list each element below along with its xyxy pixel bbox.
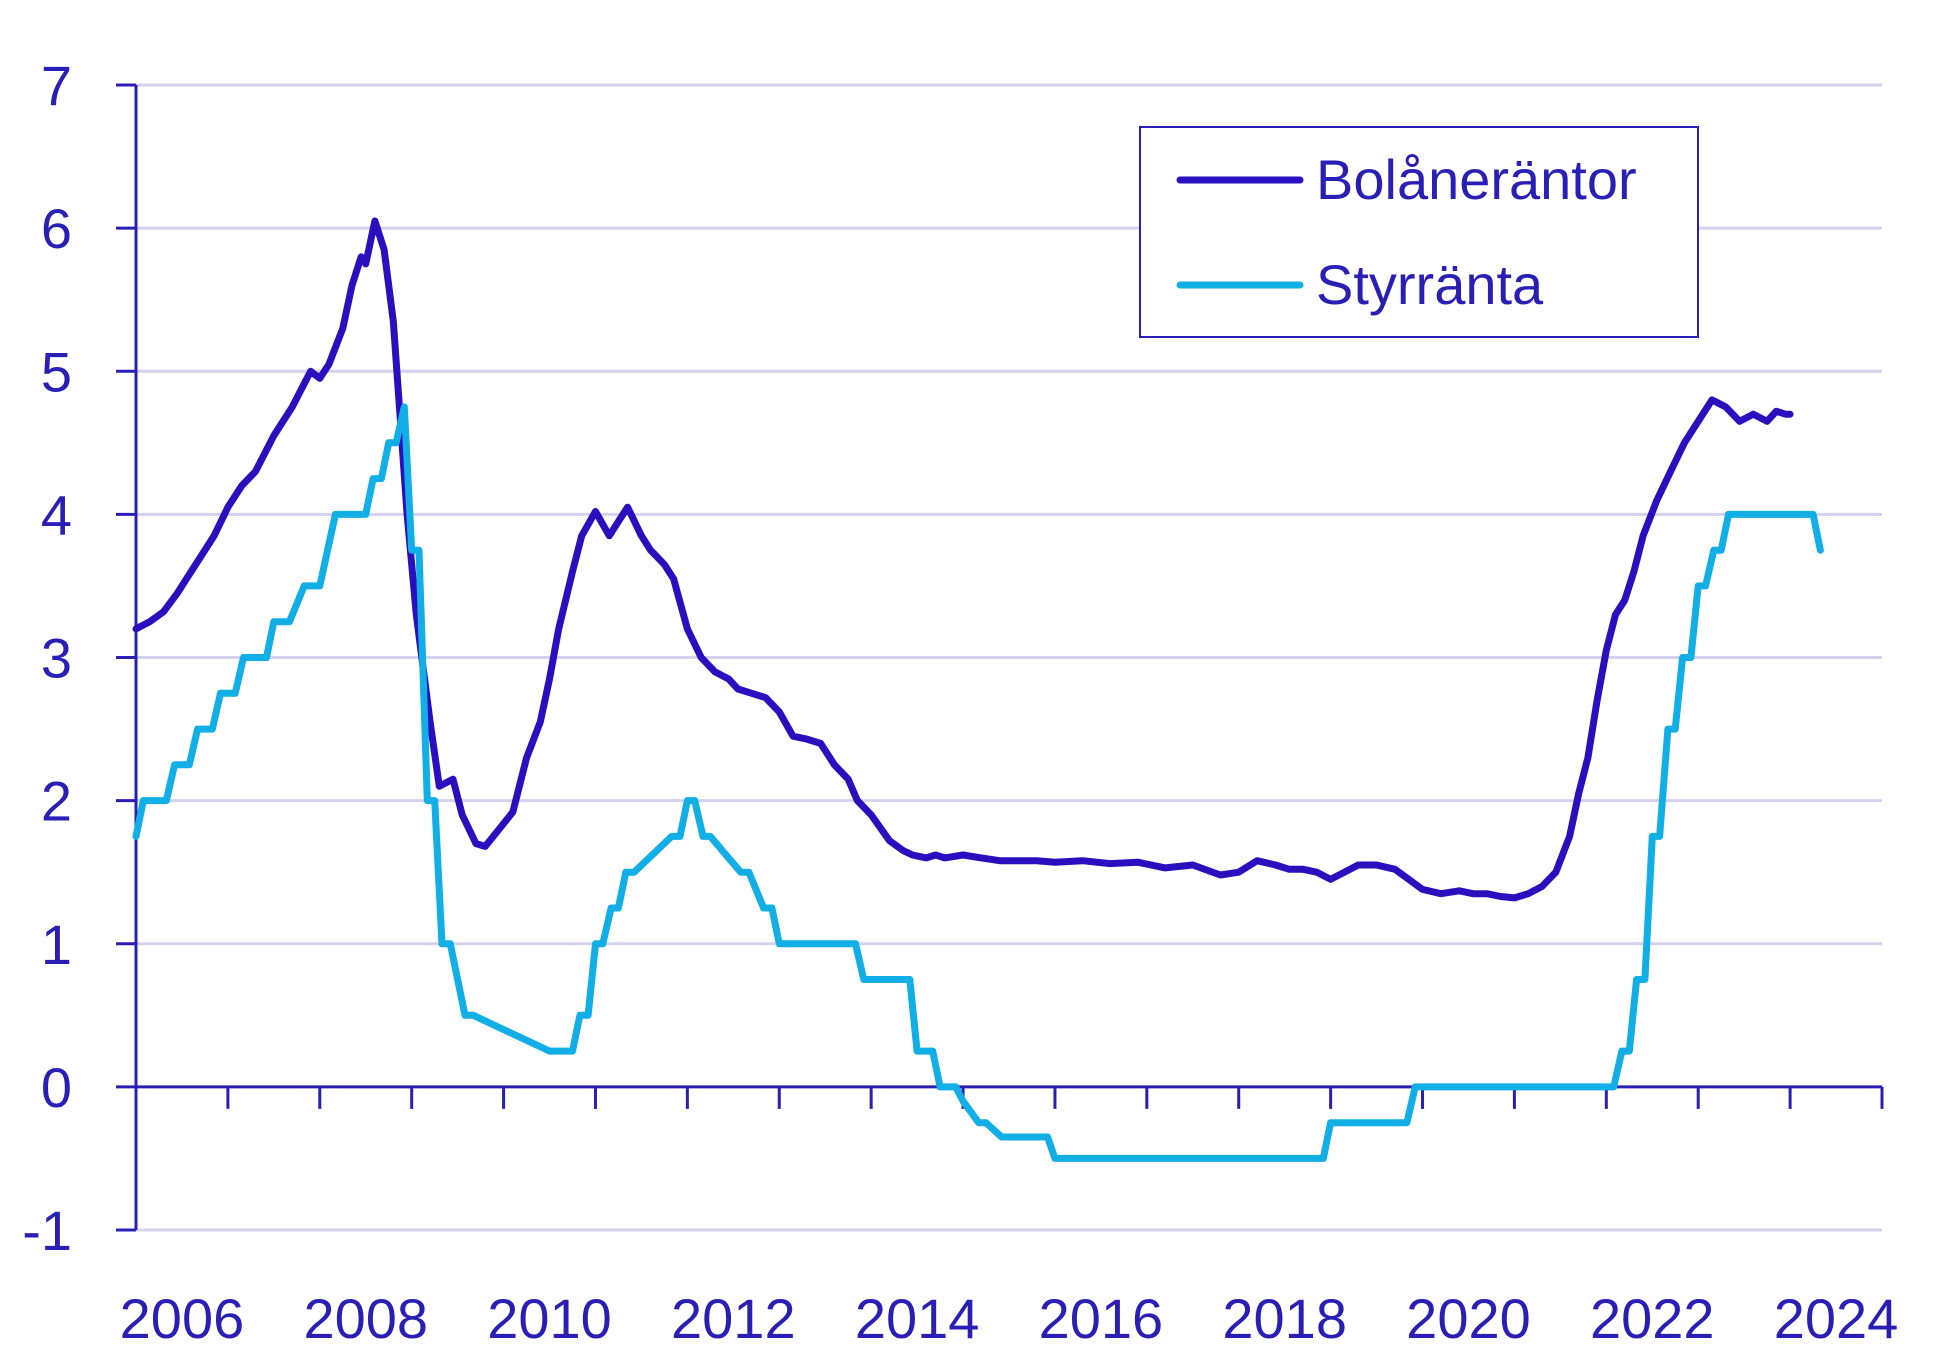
legend-box xyxy=(1139,126,1699,338)
y-tick-label: 3 xyxy=(41,627,72,690)
data-series xyxy=(132,217,1824,1162)
x-tick-label: 2024 xyxy=(1774,1287,1899,1350)
legend: Bolåneräntor Styrränta xyxy=(1139,126,1699,338)
x-tick-label: 2016 xyxy=(1039,1287,1164,1350)
x-tick-label: 2008 xyxy=(303,1287,428,1350)
axes: -1 0 1 2 3 4 5 6 7 2006 2008 2010 2012 2014 2016 2018 20… xyxy=(22,54,1898,1350)
y-tick-label: 1 xyxy=(41,913,72,976)
x-tick-label: 2018 xyxy=(1222,1287,1347,1350)
y-tick-label: 0 xyxy=(41,1056,72,1119)
x-tick-label: 2006 xyxy=(120,1287,245,1350)
x-tick-label: 2012 xyxy=(671,1287,796,1350)
y-tick-label: 4 xyxy=(41,483,72,546)
x-tick-label: 2020 xyxy=(1406,1287,1531,1350)
legend-label-styrranta: Styrränta xyxy=(1316,253,1544,316)
series-line-bolanerantor xyxy=(132,217,1794,902)
y-tick-label: 2 xyxy=(41,770,72,833)
x-tick-label: 2010 xyxy=(487,1287,612,1350)
legend-label-bolanerantor: Bolåneräntor xyxy=(1316,148,1637,211)
x-tick-label: 2022 xyxy=(1590,1287,1715,1350)
y-tick-label: 6 xyxy=(41,197,72,260)
y-tick-label: -1 xyxy=(22,1199,72,1262)
y-tick-label: 7 xyxy=(41,54,72,117)
x-tick-label: 2014 xyxy=(855,1287,980,1350)
y-tick-label: 5 xyxy=(41,340,72,403)
series-line-styrranta xyxy=(132,403,1824,1162)
